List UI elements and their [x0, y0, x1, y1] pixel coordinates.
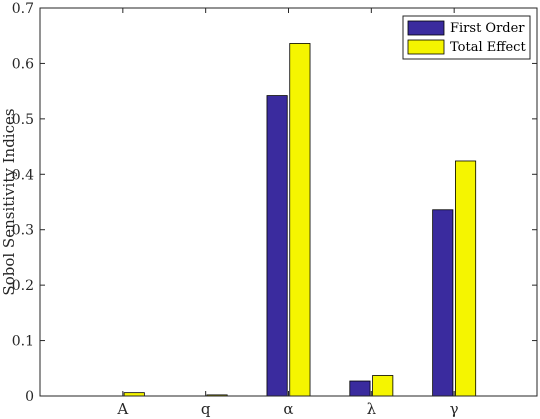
bar-total-effect-3: [289, 43, 311, 397]
legend: First Order Total Effect: [402, 15, 531, 60]
y-tick-label: 0.5: [12, 112, 34, 128]
x-tick-label: α: [283, 400, 293, 418]
x-tick-label: λ: [367, 400, 377, 418]
y-tick-label: 0.7: [12, 1, 34, 17]
x-tick-label: γ: [450, 400, 459, 418]
y-tick-label: 0.3: [12, 223, 34, 239]
y-tick-label: 0: [25, 389, 34, 405]
y-axis-title: Sobol Sensitivity Indices: [0, 108, 18, 295]
y-tick-label: 0.6: [12, 56, 34, 72]
plot-frame: [39, 7, 538, 397]
y-tick-label: 0.1: [12, 334, 34, 350]
bars-layer: [123, 43, 477, 397]
legend-label-first-order: First Order: [450, 21, 525, 36]
bar-total-effect-4: [372, 375, 394, 397]
ticks-layer: 0 0.1 0.2 0.3 0.4 0.5 0.6 0.7 A q α λ γ: [12, 1, 537, 418]
legend-label-total-effect: Total Effect: [450, 40, 526, 55]
bar-first-order-3: [266, 95, 288, 397]
x-tick-label: A: [116, 400, 128, 418]
x-tick-label: q: [201, 400, 211, 418]
legend-swatch-first-order: [407, 20, 445, 36]
bar-first-order-5: [432, 209, 454, 397]
legend-swatch-total-effect: [407, 39, 445, 55]
y-tick-label: 0.2: [12, 278, 34, 294]
plot-area: [40, 8, 537, 396]
bar-total-effect-5: [455, 160, 477, 397]
y-tick-label: 0.4: [12, 167, 34, 183]
bar-first-order-4: [349, 380, 371, 397]
